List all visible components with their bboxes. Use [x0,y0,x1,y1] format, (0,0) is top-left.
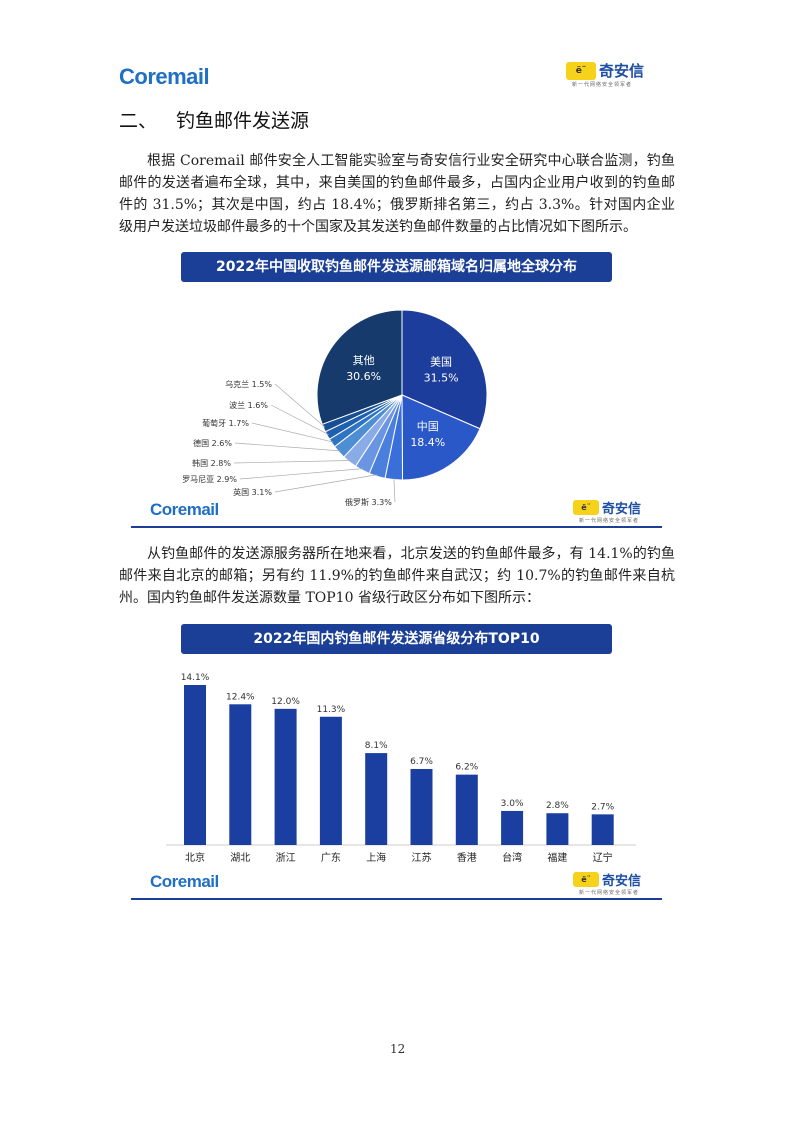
figure2-qianxin-name: 奇安信 [602,874,642,889]
figure1-qianxin-logo: ë¨ 奇安信 新一代网络安全领军者 [573,498,641,524]
paragraph-1: 根据 Coremail 邮件安全人工智能实验室与奇安信行业安全研究中心联合监测，… [119,150,675,238]
pie-leader-line-4 [233,460,351,464]
bar-value-label-0: 14.1% [181,673,210,683]
qianxin-slogan: 新一代网络安全领军者 [572,82,633,88]
pie-leader-line-6 [274,474,378,493]
figure2-coremail-logo: Coremail [150,872,219,891]
bar-value-label-3: 11.3% [317,705,346,715]
pie-value-0: 31.5% [424,371,459,384]
bar-chart: 14.1% 北京 12.4% 湖北 12.0% 浙江 11.3% 广东 8.1% 上海 6.7% 江苏… [166,673,636,864]
bar-value-label-1: 12.4% [226,692,255,702]
pie-leader-line-1 [270,404,329,435]
bar-7 [501,810,524,845]
pie-leader-line-7 [393,477,396,503]
bar-value-label-5: 6.7% [410,757,433,767]
bar-6 [455,774,478,845]
pie-outside-label-0: 乌克兰 1.5% [225,379,272,389]
paragraph-1-text: 根据 Coremail 邮件安全人工智能实验室与奇安信行业安全研究中心联合监测，… [119,153,675,235]
pie-label-0: 美国 [430,355,452,368]
pie-value-10: 30.6% [346,370,381,383]
bar-category-label-5: 江苏 [412,851,432,864]
pie-label-10: 其他 [353,354,375,367]
pie-slice-10 [316,309,403,425]
figure1-bottom-rule [131,526,662,528]
figure1-qianxin-slogan: 新一代网络安全领军者 [579,518,640,524]
pie-outside-label-6: 英国 3.1% [233,487,272,497]
bar-chart-title: 2022年国内钓鱼邮件发送源省级分布TOP10 [181,624,612,654]
paragraph-2-text: 从钓鱼邮件的发送源服务器所在地来看，北京发送的钓鱼邮件最多，有 14.1%的钓鱼… [119,546,675,606]
header-qianxin-logo: ë¨ 奇安信 新一代网络安全领军者 [566,60,644,88]
figure2-qianxin-logo: ë¨ 奇安信 新一代网络安全领军者 [573,870,641,896]
bar-category-label-2: 浙江 [276,852,296,864]
bar-category-label-3: 广东 [321,851,341,864]
bar-category-label-4: 上海 [366,851,386,864]
bar-1 [229,704,252,845]
pie-outside-label-5: 罗马尼亚 2.9% [182,475,237,484]
bar-category-label-0: 北京 [185,851,205,864]
bar-value-label-8: 2.8% [546,801,569,811]
bar-5 [410,768,433,845]
paragraph-2: 从钓鱼邮件的发送源服务器所在地来看，北京发送的钓鱼邮件最多，有 14.1%的钓鱼… [119,543,675,609]
pie-label-1: 中国 [417,420,439,433]
page-number: 12 [390,1042,406,1056]
figure2-bottom-rule [131,898,662,900]
pie-chart: 美国 31.5% 中国 18.4% 其他 30.6% 乌克兰 1.5% 波兰 1.6% 葡萄牙 … [182,309,488,507]
bar-4 [365,753,388,845]
bar-value-label-9: 2.7% [591,802,614,812]
bar-category-label-7: 台湾 [502,851,522,864]
bar-value-label-6: 6.2% [455,763,478,773]
pie-leader-line-3 [234,442,341,452]
qianxin-mark-icon: ë¨ [566,61,596,80]
pie-slice-0 [401,309,488,430]
pie-outside-label-1: 波兰 1.6% [229,400,268,410]
pie-leader-line-0 [274,383,326,428]
bar-3 [319,716,342,845]
bar-category-label-6: 香港 [457,852,477,864]
bar-value-label-2: 12.0% [271,697,300,707]
header-coremail-logo: Coremail [119,64,210,89]
figure1-qianxin-mark-icon: ë¨ [573,500,599,515]
bar-8 [546,813,569,845]
pie-leader-line-2 [251,422,334,443]
pie-leader-line-5 [239,468,364,480]
bar-category-label-8: 福建 [547,851,567,864]
bar-2 [274,708,297,845]
figure2-qianxin-mark-icon: ë¨ [573,872,599,887]
pie-outside-label-4: 韩国 2.8% [192,458,231,468]
bar-value-label-4: 8.1% [365,741,388,751]
figure1-coremail-logo: Coremail [150,500,219,519]
bar-0 [184,685,206,845]
pie-outside-label-2: 葡萄牙 1.7% [202,418,249,428]
pie-value-1: 18.4% [410,436,445,449]
pie-outside-label-3: 德国 2.6% [193,438,232,448]
bar-9 [591,814,614,845]
figure2-qianxin-slogan: 新一代网络安全领军者 [579,890,640,896]
qianxin-name: 奇安信 [599,62,645,80]
pie-chart-title: 2022年中国收取钓鱼邮件发送源邮箱域名归属地全球分布 [181,252,612,282]
pie-slice-1 [401,394,481,481]
section-number: 二、 [119,110,158,132]
figure1-qianxin-name: 奇安信 [602,502,642,517]
section-title: 钓鱼邮件发送源 [176,110,310,132]
bar-value-label-7: 3.0% [501,799,524,809]
bar-category-label-1: 湖北 [230,852,250,864]
bar-category-label-9: 辽宁 [593,851,613,864]
pie-outside-label-7: 俄罗斯 3.3% [345,497,392,507]
